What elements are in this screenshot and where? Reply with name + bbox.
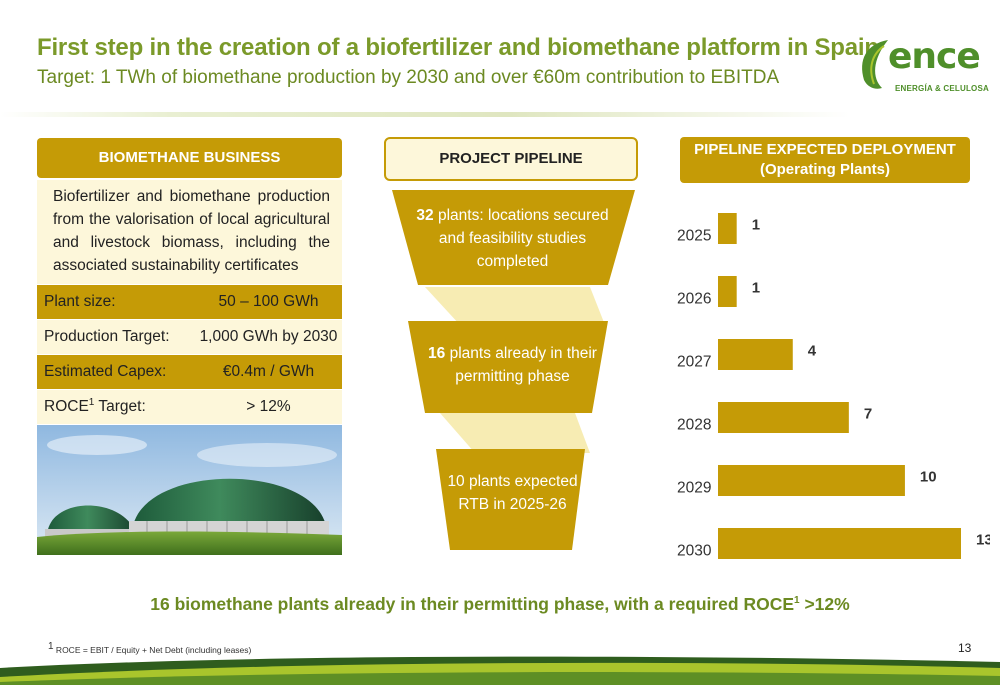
spec-row-plant-size: Plant size: 50 – 100 GWh [37, 285, 342, 319]
spec-row-production-target: Production Target: 1,000 GWh by 2030 [37, 320, 342, 354]
spec-label: Plant size: [44, 293, 116, 310]
spec-value: €0.4m / GWh [222, 363, 315, 380]
spec-row-estimated-capex: Estimated Capex: €0.4m / GWh [37, 355, 342, 389]
project-pipeline-header: PROJECT PIPELINE [384, 137, 638, 181]
bar-2027 [718, 339, 793, 370]
data-label: 1 [752, 217, 760, 234]
data-label: 13 [976, 532, 990, 549]
business-description: Biofertilizer and biomethane production … [37, 180, 342, 284]
data-label: 10 [920, 469, 937, 486]
funnel-connector [440, 413, 590, 453]
category-label: 2028 [677, 417, 711, 434]
category-label: 2029 [677, 480, 711, 497]
bar-2030 [718, 528, 961, 559]
footnote: 1 ROCE = EBIT / Equity + Net Debt (inclu… [48, 641, 252, 655]
category-label: 2026 [677, 291, 711, 308]
spec-label: Estimated Capex: [44, 363, 167, 380]
bar-2026 [718, 276, 737, 307]
slide-title: First step in the creation of a bioferti… [37, 34, 879, 61]
pipeline-funnel [392, 190, 635, 550]
footer-message: 16 biomethane plants already in their pe… [150, 594, 850, 614]
category-label: 2030 [677, 543, 712, 560]
leaf-icon [862, 40, 888, 89]
funnel-stage-3 [436, 449, 585, 550]
funnel-stage-1 [392, 190, 635, 285]
bottom-decorative-band [0, 656, 1000, 685]
data-label: 7 [864, 406, 872, 423]
spec-label: ROCE1 Target: [44, 397, 146, 416]
biomethane-business-header: BIOMETHANE BUSINESS [37, 138, 342, 178]
category-label: 2025 [677, 228, 711, 245]
deployment-bar-chart: 2025 1 2026 1 2027 4 2028 7 2029 10 2030 13 [677, 213, 990, 560]
logo-tagline: ENERGÍA & CELULOSA [895, 84, 989, 93]
spec-row-roce-target: ROCE1 Target: > 12% [37, 390, 342, 424]
title-divider [0, 112, 850, 117]
data-label: 1 [752, 280, 760, 297]
bar-2028 [718, 402, 849, 433]
logo-wordmark: ence [888, 36, 981, 77]
bar-2025 [718, 213, 737, 244]
company-logo: ence ENERGÍA & CELULOSA [858, 36, 989, 98]
spec-value: 50 – 100 GWh [218, 293, 319, 310]
page-number: 13 [958, 641, 972, 655]
category-label: 2027 [677, 354, 711, 371]
slide-subtitle: Target: 1 TWh of biomethane production b… [37, 67, 780, 88]
funnel-stage-2 [408, 321, 608, 413]
biogas-dome-photo [37, 425, 342, 555]
data-label: 4 [808, 343, 817, 360]
pipeline-stage-1-text: 32 plants: locations secured and feasibi… [416, 207, 609, 270]
pipeline-stage-3-text: 10 plants expected RTB in 2025-26 [447, 473, 578, 513]
spec-label: Production Target: [44, 328, 170, 345]
spec-value: > 12% [246, 398, 291, 415]
spec-value: 1,000 GWh by 2030 [199, 328, 338, 345]
bar-2029 [718, 465, 905, 496]
funnel-connector [425, 287, 605, 325]
pipeline-stage-2-text: 16 plants already in their permitting ph… [428, 345, 597, 385]
deployment-header: PIPELINE EXPECTED DEPLOYMENT (Operating … [680, 137, 970, 183]
